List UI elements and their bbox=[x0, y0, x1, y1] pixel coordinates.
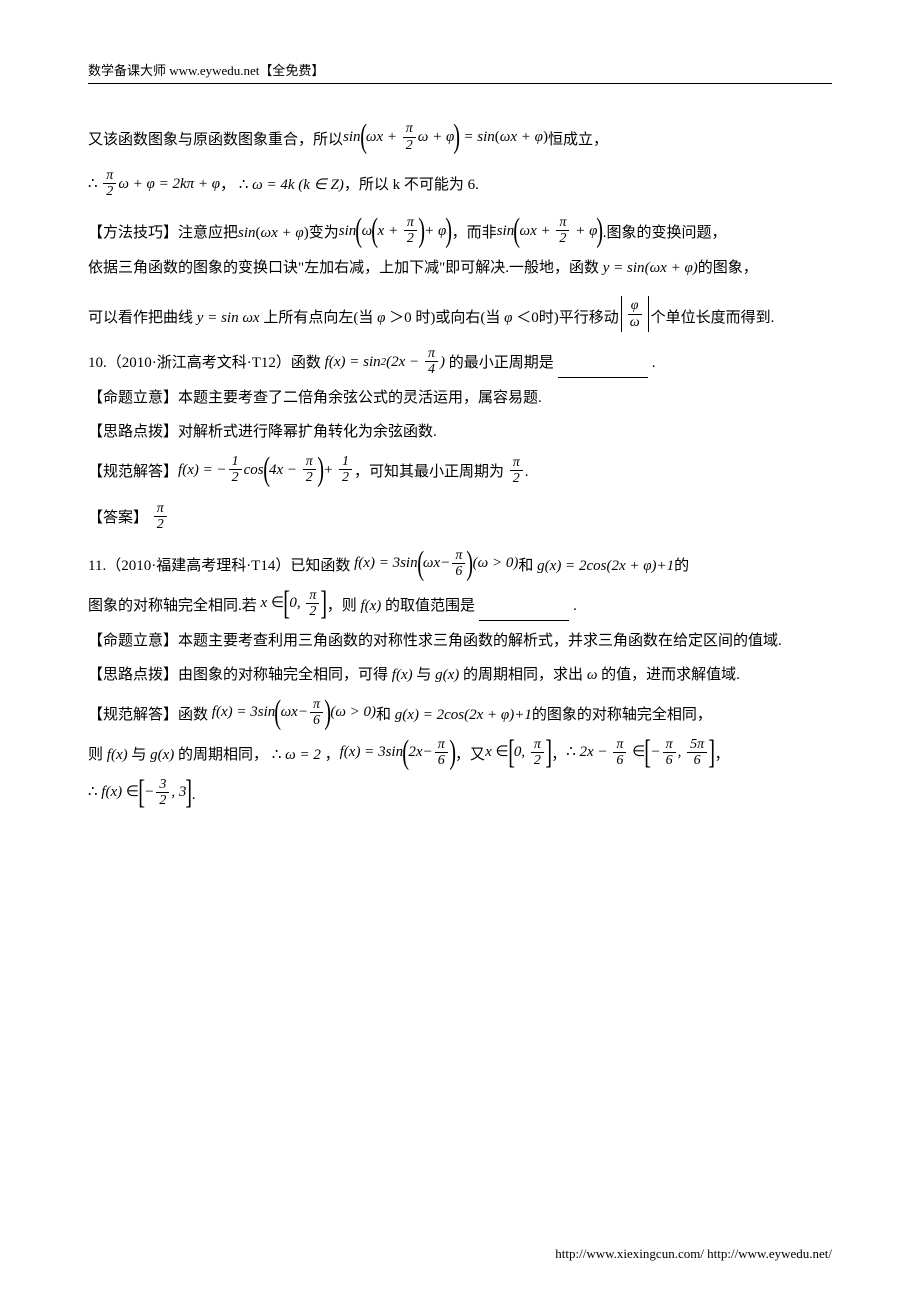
q10-hint: 【思路点拨】对解析式进行降幂扩角转化为余弦函数. bbox=[88, 418, 832, 447]
text: 的值，进而求解值域. bbox=[601, 661, 740, 690]
text: ＜0时)平行移动 bbox=[516, 304, 619, 333]
formula-fx: f(x) bbox=[357, 592, 385, 621]
formula-q11-f2: f(x) = 3sin (ωx−π6) (ω > 0) bbox=[208, 696, 376, 730]
text: ，可知其最小正周期为 bbox=[354, 458, 504, 487]
text: 【规范解答】函数 bbox=[88, 701, 208, 730]
formula-correct-shift: sin ( ω ( x + π2 ) + φ ) bbox=[339, 214, 452, 248]
text: 可以看作把曲线 bbox=[88, 304, 193, 333]
text: 和 bbox=[518, 552, 533, 581]
paragraph-4: 依据三角函数的图象的变换口诀"左加右减，上加下减"即可解决.一般地，函数 y =… bbox=[88, 254, 832, 283]
page-header: 数学备课大师 www.eywedu.net【全免费】 bbox=[88, 60, 832, 84]
formula-fx-range: ∴ f(x) ∈ [−32, 3] bbox=[88, 776, 192, 810]
paragraph-3: 【方法技巧】注意应把 sin(ωx + φ) 变为 sin ( ω ( x + … bbox=[88, 214, 832, 248]
text: 依据三角函数的图象的变换口诀"左加右减，上加下减"即可解决.一般地，函数 bbox=[88, 254, 599, 283]
text: . bbox=[525, 458, 529, 487]
text: 10.（2010·浙江高考文科·T12）函数 bbox=[88, 349, 321, 378]
text: 【命题立意】本题主要考查了二倍角余弦公式的灵活运用，属容易题. bbox=[88, 384, 542, 413]
q10-intent: 【命题立意】本题主要考查了二倍角余弦公式的灵活运用，属容易题. bbox=[88, 384, 832, 413]
formula-fx-2: f(x) bbox=[388, 661, 416, 690]
text: 的周期相同， bbox=[178, 741, 268, 770]
formula-fx-3: f(x) bbox=[103, 741, 131, 770]
formula-x-in: x ∈ [0, π2] bbox=[257, 587, 327, 621]
question-11-line2: 图象的对称轴完全相同.若 x ∈ [0, π2] ，则 f(x) 的取值范围是 … bbox=[88, 587, 832, 621]
formula-wrong-shift: sin ( ωx + π2 + φ ) bbox=[497, 214, 603, 248]
formula-pi2: π2 bbox=[504, 455, 525, 487]
formula-sin-shift: sin ( ωx + π2 ω + φ ) = sin(ωx + φ) bbox=[343, 120, 548, 154]
formula-sin-wxphi: sin(ωx + φ) bbox=[238, 219, 309, 248]
formula-q11-f: f(x) = 3sin (ωx−π6) (ω > 0) bbox=[350, 547, 518, 581]
text: 的图象的对称轴完全相同， bbox=[532, 701, 712, 730]
text: . bbox=[573, 592, 577, 621]
text: ， bbox=[551, 741, 566, 770]
q11-intent: 【命题立意】本题主要考查利用三角函数的对称性求三角函数的解析式，并求三角函数在给… bbox=[88, 627, 832, 656]
formula-omega-4k: ∴ ω = 4k (k ∈ Z) bbox=[235, 171, 344, 200]
paragraph-5: 可以看作把曲线 y = sin ωx 上所有点向左(当 φ ＞0 时)或向右(当… bbox=[88, 296, 832, 332]
formula-omega: ω bbox=[583, 661, 601, 690]
text: 【方法技巧】注意应把 bbox=[88, 219, 238, 248]
text: 变为 bbox=[309, 219, 339, 248]
text: ，而非 bbox=[452, 219, 497, 248]
formula-abs-phi-omega: φω bbox=[619, 296, 651, 332]
text: 11.（2010·福建高考理科·T14）已知函数 bbox=[88, 552, 350, 581]
formula-varphi-2: φ bbox=[500, 304, 516, 333]
text: 又该函数图象与原函数图象重合，所以 bbox=[88, 126, 343, 155]
text: 与 bbox=[131, 741, 146, 770]
question-11: 11.（2010·福建高考理科·T14）已知函数 f(x) = 3sin (ωx… bbox=[88, 547, 832, 581]
text: 的 bbox=[674, 552, 689, 581]
text: 的周期相同，求出 bbox=[463, 661, 583, 690]
formula-q10: f(x) = sin2(2x − π4) bbox=[321, 346, 449, 378]
q11-solution-1: 【规范解答】函数 f(x) = 3sin (ωx−π6) (ω > 0) 和 g… bbox=[88, 696, 832, 730]
text: 图象的对称轴完全相同.若 bbox=[88, 592, 257, 621]
paragraph-1: 又该函数图象与原函数图象重合，所以 sin ( ωx + π2 ω + φ ) … bbox=[88, 120, 832, 154]
formula-fx-3sin: f(x) = 3sin (2x−π6) bbox=[340, 736, 455, 770]
text: .图象的变换问题， bbox=[603, 219, 727, 248]
text: 和 bbox=[376, 701, 391, 730]
text: 个单位长度而得到. bbox=[651, 304, 775, 333]
formula-x-in2: x ∈ [0, π2] bbox=[485, 736, 551, 770]
text: 的最小正周期是 bbox=[449, 349, 554, 378]
formula-gx-3: g(x) bbox=[146, 741, 178, 770]
question-10: 10.（2010·浙江高考文科·T12）函数 f(x) = sin2(2x − … bbox=[88, 346, 832, 378]
text: ， bbox=[325, 741, 340, 770]
text: ＞0 时)或向右(当 bbox=[389, 304, 500, 333]
formula-y-sinwx: y = sin ωx bbox=[193, 304, 263, 333]
formula-q10-sol: f(x) = −12cos (4x − π2) + 12 bbox=[178, 453, 354, 487]
paragraph-2: ∴ π2 ω + φ = 2kπ + φ ， ∴ ω = 4k (k ∈ Z) … bbox=[88, 168, 832, 200]
q11-solution-3: ∴ f(x) ∈ [−32, 3] . bbox=[88, 776, 832, 810]
formula-gx-2: g(x) bbox=[431, 661, 463, 690]
text: 【思路点拨】由图象的对称轴完全相同，可得 bbox=[88, 661, 388, 690]
q10-answer: 【答案】 π2 bbox=[88, 501, 832, 533]
formula-therefore-1: ∴ π2 ω + φ = 2kπ + φ bbox=[88, 168, 220, 200]
text: ，所以 k 不可能为 6. bbox=[344, 171, 479, 200]
text: . bbox=[652, 349, 656, 378]
q11-solution-2: 则 f(x) 与 g(x) 的周期相同， ∴ ω = 2 ， f(x) = 3s… bbox=[88, 736, 832, 770]
formula-2x-pi6: ∴ 2x − π6 ∈ [−π6, 5π6] bbox=[566, 736, 714, 770]
text: ，则 bbox=[327, 592, 357, 621]
text: 【思路点拨】对解析式进行降幂扩角转化为余弦函数. bbox=[88, 418, 437, 447]
text: 的图象， bbox=[698, 254, 758, 283]
blank-answer-2 bbox=[479, 606, 569, 621]
text: 的取值范围是 bbox=[385, 592, 475, 621]
formula-q11-g2: g(x) = 2cos(2x + φ)+1 bbox=[391, 701, 532, 730]
text: 【答案】 bbox=[88, 504, 148, 533]
text: 上所有点向左(当 bbox=[263, 304, 373, 333]
page-footer: http://www.xiexingcun.com/ http://www.ey… bbox=[555, 1246, 832, 1262]
text: 【命题立意】本题主要考查利用三角函数的对称性求三角函数的解析式，并求三角函数在给… bbox=[88, 627, 782, 656]
text: ， bbox=[220, 171, 235, 200]
formula-q11-g: g(x) = 2cos(2x + φ)+1 bbox=[533, 552, 674, 581]
blank-answer bbox=[558, 363, 648, 378]
formula-answer-pi2: π2 bbox=[148, 501, 169, 533]
formula-varphi-1: φ bbox=[373, 304, 389, 333]
q11-hint: 【思路点拨】由图象的对称轴完全相同，可得 f(x) 与 g(x) 的周期相同，求… bbox=[88, 661, 832, 690]
text: ，又 bbox=[455, 741, 485, 770]
formula-y-sin: y = sin(ωx + φ) bbox=[599, 254, 698, 283]
text: 与 bbox=[416, 661, 431, 690]
text: ， bbox=[715, 741, 730, 770]
text: . bbox=[192, 781, 196, 810]
formula-omega2: ∴ ω = 2 bbox=[268, 741, 325, 770]
text: 【规范解答】 bbox=[88, 458, 178, 487]
q10-solution: 【规范解答】 f(x) = −12cos (4x − π2) + 12 ，可知其… bbox=[88, 453, 832, 487]
text: 则 bbox=[88, 741, 103, 770]
text: 恒成立， bbox=[548, 126, 608, 155]
